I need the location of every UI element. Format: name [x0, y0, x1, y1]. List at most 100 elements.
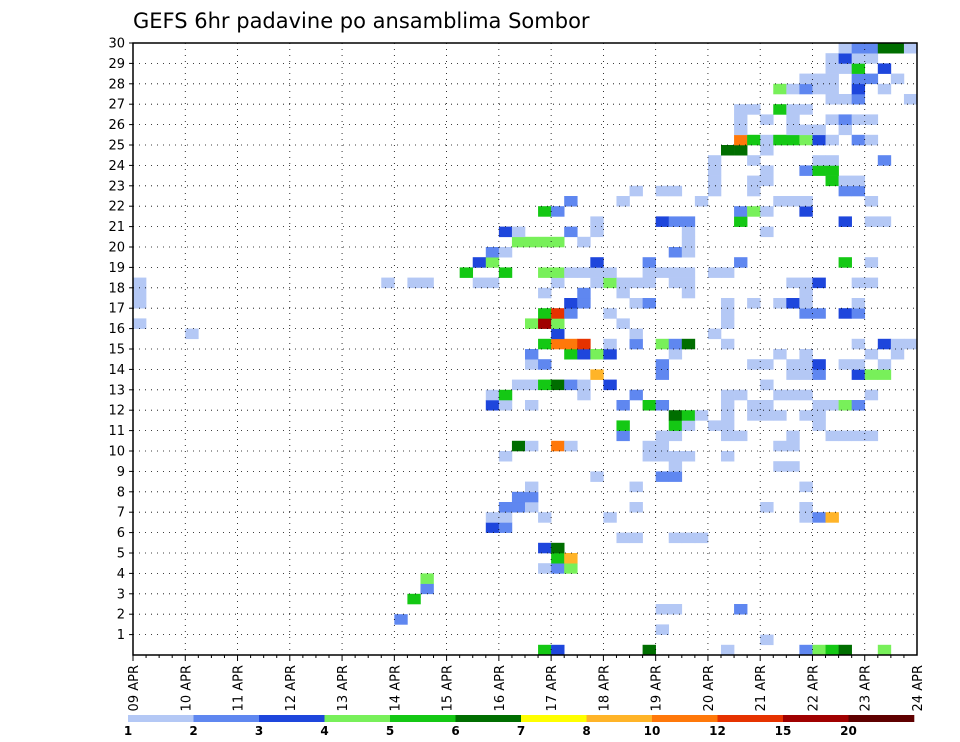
y-tick-label: 21 [108, 220, 125, 235]
heatmap-cell [511, 379, 526, 391]
heatmap-cell [799, 349, 813, 360]
heatmap-cell [864, 196, 879, 207]
heatmap-cell [133, 298, 147, 309]
heatmap-cell [538, 287, 552, 299]
heatmap-cell [538, 308, 552, 319]
y-tick-label: 3 [117, 587, 125, 602]
heatmap-cell [864, 369, 879, 380]
heatmap-cell [590, 257, 604, 268]
y-tick-label: 12 [108, 404, 125, 419]
heatmap-cell [760, 634, 774, 646]
heatmap-cell [407, 593, 421, 605]
heatmap-cell [851, 43, 866, 54]
heatmap-cell [721, 308, 735, 319]
heatmap-cell [825, 512, 839, 523]
y-tick-label: 27 [108, 98, 125, 113]
heatmap-cell [525, 481, 539, 493]
heatmap-cell [773, 461, 787, 472]
x-tick-label: 10 APR [179, 665, 194, 711]
heatmap-cell [420, 277, 434, 289]
legend-swatch [521, 715, 587, 722]
heatmap-cell [786, 389, 800, 401]
heatmap-cell [786, 196, 800, 207]
heatmap-cell [551, 277, 565, 289]
heatmap-cell [812, 83, 826, 95]
heatmap-cell [668, 349, 683, 360]
heatmap-cell [485, 277, 500, 289]
heatmap-cell [668, 216, 683, 227]
heatmap-cell [133, 318, 147, 329]
heatmap-cell [734, 604, 748, 615]
legend-label: 4 [320, 724, 328, 738]
heatmap-cell [681, 226, 696, 238]
y-tick-label: 2 [117, 608, 125, 623]
heatmap-cell [734, 216, 748, 227]
heatmap-cell [681, 451, 696, 462]
heatmap-cell [668, 532, 683, 544]
heatmap-cell [851, 114, 866, 125]
x-tick-label: 09 APR [127, 665, 142, 711]
heatmap-cell [721, 318, 735, 329]
heatmap-cell [786, 277, 800, 289]
y-tick-label: 26 [108, 118, 125, 133]
heatmap-cell [760, 226, 774, 238]
heatmap-cell [603, 308, 617, 319]
heatmap-cell [590, 369, 604, 380]
heatmap-cell [525, 491, 539, 503]
legend-swatch [455, 715, 522, 722]
heatmap-cell [577, 389, 591, 401]
heatmap-cell [812, 359, 826, 370]
heatmap-cell [877, 43, 892, 54]
heatmap-cell [642, 400, 656, 411]
legend-swatch [193, 715, 260, 722]
heatmap-cell [799, 512, 813, 523]
heatmap-cell [564, 226, 578, 238]
heatmap-cell [799, 124, 813, 136]
heatmap-cell [655, 359, 670, 370]
heatmap-cell [838, 53, 852, 64]
y-tick-label: 15 [108, 343, 125, 358]
heatmap-cell [538, 206, 552, 217]
y-tick-label: 28 [108, 77, 125, 92]
heatmap-cell [760, 206, 774, 217]
heatmap-cell [773, 389, 787, 401]
heatmap-cell [668, 420, 683, 431]
y-tick-label: 10 [108, 445, 125, 460]
heatmap-cell [734, 114, 748, 125]
heatmap-cell [773, 298, 787, 309]
x-tick-label: 23 APR [859, 665, 874, 711]
heatmap-cell [551, 440, 565, 452]
heatmap-cell [655, 338, 670, 350]
heatmap-cell [681, 287, 696, 299]
heatmap-cell [864, 257, 879, 268]
heatmap-cell [551, 338, 565, 350]
legend-label: 5 [386, 724, 394, 738]
heatmap-cell [681, 267, 696, 278]
heatmap-cell [890, 338, 905, 350]
heatmap-cell [760, 359, 774, 370]
heatmap-cell [133, 277, 147, 289]
heatmap-cell [525, 359, 539, 370]
heatmap-cell [851, 53, 866, 64]
heatmap-cell [538, 338, 552, 350]
x-tick-label: 20 APR [702, 665, 717, 711]
y-tick-label: 11 [108, 424, 125, 439]
heatmap-cell [603, 349, 617, 360]
heatmap-cells [133, 43, 918, 656]
heatmap-cell [812, 369, 826, 380]
heatmap-cell [786, 104, 800, 115]
heatmap-cell [864, 53, 879, 64]
heatmap-cell [851, 277, 866, 289]
legend-label: 12 [709, 724, 726, 738]
heatmap-cell [890, 43, 905, 54]
heatmap-cell [668, 471, 683, 482]
heatmap-cell [838, 175, 852, 187]
heatmap-cell [838, 400, 852, 411]
heatmap-cell [773, 349, 787, 360]
legend-swatch [259, 715, 325, 722]
heatmap-cell [420, 573, 434, 584]
heatmap-cell [564, 553, 578, 564]
heatmap-cell [485, 389, 500, 401]
heatmap-cell [851, 63, 866, 74]
heatmap-cell [642, 440, 656, 452]
